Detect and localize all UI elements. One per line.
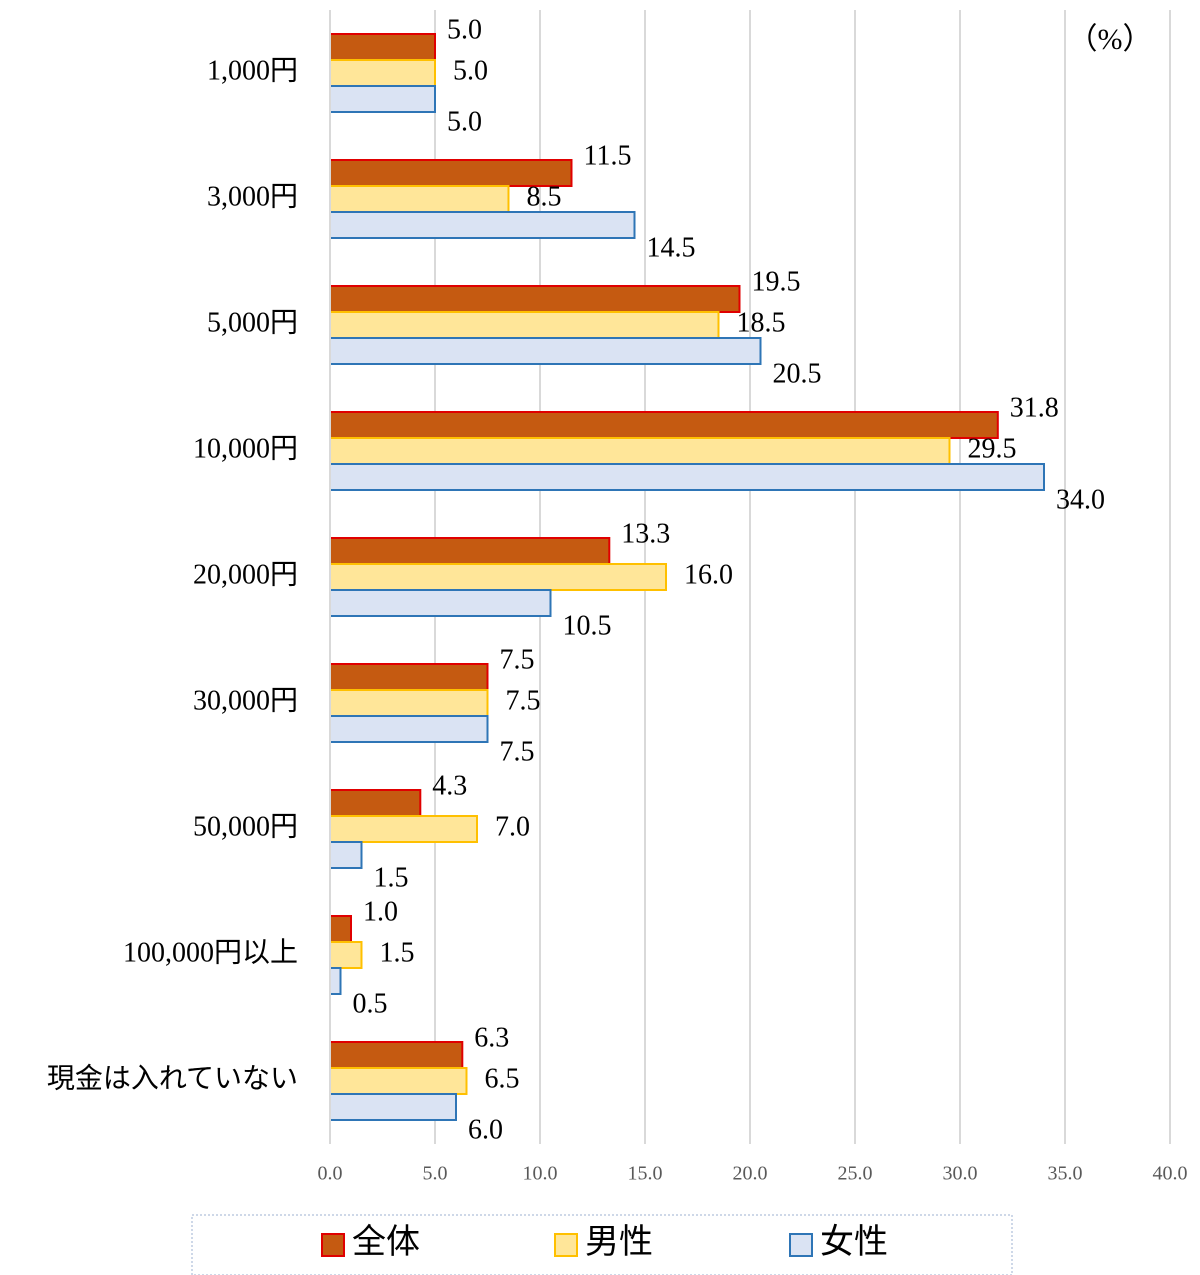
x-tick-label: 40.0	[1153, 1163, 1188, 1185]
x-tick-label: 0.0	[318, 1163, 343, 1185]
x-tick-label: 5.0	[423, 1163, 448, 1185]
x-tick-label: 35.0	[1048, 1163, 1083, 1185]
bar	[329, 689, 489, 717]
data-label: 11.5	[584, 140, 632, 171]
data-label: 5.0	[453, 55, 488, 86]
bar	[329, 437, 951, 465]
bar	[329, 211, 636, 239]
data-label: 13.3	[621, 518, 670, 549]
bar	[329, 59, 436, 87]
data-label: 31.8	[1010, 392, 1059, 423]
bar	[329, 33, 436, 61]
data-label: 6.5	[485, 1063, 520, 1094]
data-label: 5.0	[447, 14, 482, 45]
bar	[329, 159, 573, 187]
y-tick-label: 10,000円	[193, 433, 298, 464]
data-label: 18.5	[737, 307, 786, 338]
data-label: 8.5	[527, 181, 562, 212]
y-tick-label: 5,000円	[207, 307, 298, 338]
data-label: 7.5	[506, 685, 541, 716]
data-label: 1.5	[374, 862, 409, 893]
x-tick-label: 25.0	[838, 1163, 873, 1185]
bar	[329, 537, 611, 565]
bar	[329, 85, 436, 113]
bar	[329, 411, 999, 439]
y-tick-label: 3,000円	[207, 181, 298, 212]
bar	[329, 1067, 468, 1095]
bar	[329, 841, 363, 869]
data-label: 34.0	[1056, 484, 1105, 515]
data-label: 20.5	[773, 358, 822, 389]
y-tick-label: 20,000円	[193, 559, 298, 590]
data-label: 4.3	[432, 770, 467, 801]
x-tick-label: 10.0	[523, 1163, 558, 1185]
legend-label: 全体	[352, 1223, 420, 1261]
legend-swatch	[321, 1233, 345, 1257]
x-tick-label: 20.0	[733, 1163, 768, 1185]
unit-annotation: （%）	[1068, 23, 1153, 56]
data-label: 7.5	[500, 736, 535, 767]
bar	[329, 337, 762, 365]
data-label: 29.5	[968, 433, 1017, 464]
bar	[329, 941, 363, 969]
data-label: 1.0	[363, 896, 398, 927]
data-label: 1.5	[380, 937, 415, 968]
data-label: 7.0	[495, 811, 530, 842]
bar	[329, 463, 1045, 491]
legend-label: 女性	[820, 1223, 888, 1261]
data-label: 0.5	[353, 988, 388, 1019]
bar	[329, 715, 489, 743]
bar	[329, 915, 352, 943]
bar	[329, 967, 342, 995]
data-label: 6.3	[474, 1022, 509, 1053]
bar	[329, 563, 667, 591]
x-tick-label: 15.0	[628, 1163, 663, 1185]
data-label: 16.0	[684, 559, 733, 590]
bar	[329, 1041, 464, 1069]
bar	[329, 789, 422, 817]
legend-swatch	[554, 1233, 578, 1257]
bar	[329, 185, 510, 213]
data-label: 10.5	[563, 610, 612, 641]
bar	[329, 285, 741, 313]
data-label: 6.0	[468, 1114, 503, 1145]
x-tick-label: 30.0	[943, 1163, 978, 1185]
data-label: 7.5	[500, 644, 535, 675]
bar	[329, 1093, 457, 1121]
legend-swatch	[789, 1233, 813, 1257]
y-tick-label: 100,000円以上	[123, 937, 298, 968]
data-label: 14.5	[647, 232, 696, 263]
y-tick-label: 50,000円	[193, 811, 298, 842]
bar	[329, 815, 478, 843]
y-tick-label: 30,000円	[193, 685, 298, 716]
legend-label: 男性	[585, 1223, 653, 1261]
data-label: 19.5	[752, 266, 801, 297]
data-label: 5.0	[447, 106, 482, 137]
bar	[329, 589, 552, 617]
y-tick-label: 現金は入れていない	[47, 1062, 298, 1094]
bar	[329, 311, 720, 339]
legend-box	[191, 1214, 1013, 1275]
y-tick-label: 1,000円	[207, 55, 298, 86]
bar	[329, 663, 489, 691]
